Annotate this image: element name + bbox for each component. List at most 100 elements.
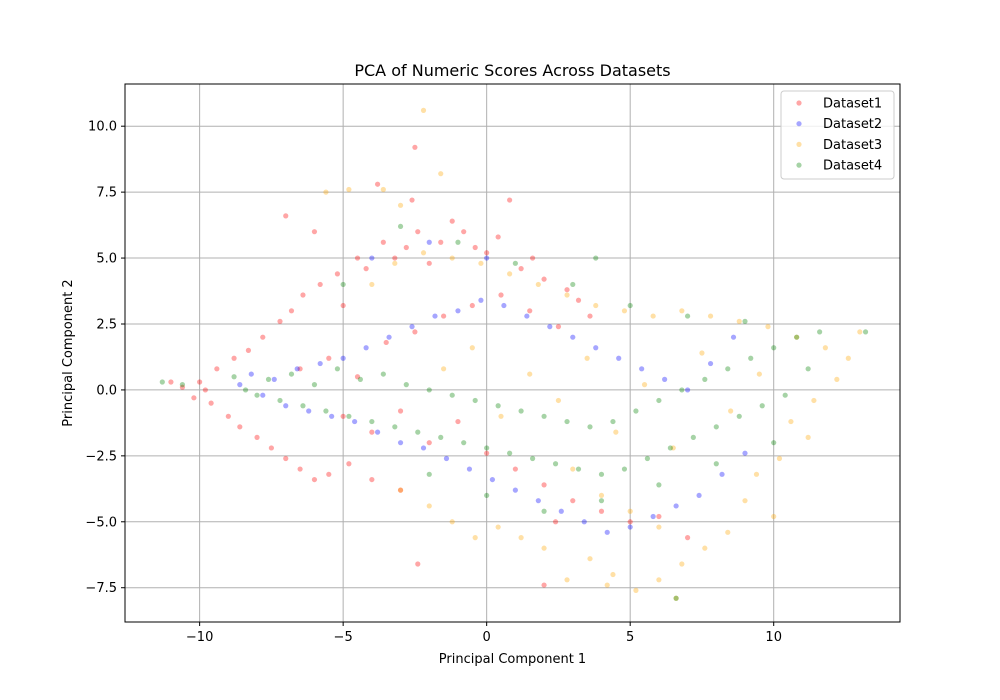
data-point [719, 471, 725, 477]
data-point [329, 413, 335, 419]
data-point [254, 392, 260, 398]
data-point [323, 408, 329, 414]
data-point [357, 376, 363, 382]
data-point [354, 374, 361, 380]
data-point [613, 429, 619, 435]
data-point [587, 313, 593, 319]
data-point [484, 250, 490, 256]
data-point [237, 382, 243, 388]
data-point [420, 107, 427, 113]
data-point [713, 461, 719, 467]
data-point [380, 371, 386, 377]
data-point [673, 503, 679, 509]
data-point [507, 450, 513, 456]
data-point [426, 260, 432, 266]
data-point [610, 418, 616, 425]
data-point [202, 387, 208, 393]
data-point [604, 582, 610, 588]
data-point [426, 440, 432, 446]
data-point [443, 455, 450, 462]
data-point [369, 255, 375, 261]
data-point [340, 302, 346, 309]
data-point [673, 595, 679, 601]
data-point [466, 466, 473, 472]
data-point [300, 403, 306, 409]
data-point [570, 466, 576, 472]
data-point [326, 471, 332, 477]
data-point [374, 429, 381, 435]
data-point [527, 308, 533, 314]
data-point [277, 397, 283, 404]
data-point [397, 440, 404, 446]
y-tick-label: 5.0 [96, 252, 117, 267]
data-point [271, 376, 277, 382]
data-point [326, 355, 332, 361]
data-point [449, 255, 455, 261]
data-point [725, 366, 731, 372]
data-point [294, 366, 300, 372]
data-point [728, 408, 734, 414]
legend-label: Dataset3 [823, 138, 882, 153]
data-point [604, 529, 610, 535]
data-point [469, 345, 475, 351]
data-point [369, 429, 375, 435]
data-point [415, 429, 421, 435]
legend: Dataset1 Dataset2 Dataset3 Dataset4 [780, 90, 895, 180]
data-point [374, 181, 381, 187]
data-point [484, 255, 490, 261]
data-point [541, 413, 547, 419]
data-point [426, 387, 432, 393]
data-point [438, 171, 444, 177]
data-point [420, 250, 427, 256]
data-point [311, 229, 318, 235]
data-point [644, 455, 651, 462]
data-point [369, 281, 375, 288]
data-point [621, 466, 628, 472]
data-point [805, 366, 811, 372]
data-point [633, 408, 639, 414]
data-point [392, 260, 398, 266]
data-point [346, 413, 352, 419]
data-point [610, 571, 616, 578]
data-point [587, 424, 593, 430]
data-point [527, 371, 533, 377]
data-point [409, 197, 415, 203]
data-point [420, 445, 427, 451]
data-point [702, 376, 708, 382]
data-point [570, 498, 576, 504]
data-point [512, 260, 518, 266]
data-point [794, 334, 800, 340]
data-point [208, 400, 214, 406]
data-point [277, 318, 283, 324]
data-point [441, 313, 447, 319]
data-point [498, 292, 504, 298]
x-tick-label: −5 [334, 630, 353, 645]
data-point [426, 503, 432, 509]
data-point [598, 492, 605, 499]
data-point [650, 513, 656, 520]
data-point [159, 379, 165, 385]
data-point [386, 334, 392, 340]
data-point [552, 461, 559, 467]
data-point [268, 445, 274, 451]
data-point [512, 487, 518, 493]
data-point [283, 455, 289, 462]
data-point [862, 329, 869, 335]
data-point [541, 545, 547, 551]
data-point [581, 519, 587, 525]
legend-marker [796, 100, 802, 106]
data-point [260, 392, 266, 398]
data-point [297, 466, 303, 472]
x-tick-label: −10 [186, 630, 213, 645]
data-point [771, 513, 777, 520]
data-point [248, 371, 254, 377]
data-point [656, 513, 662, 520]
data-point [518, 535, 524, 541]
legend-label: Dataset2 [823, 117, 882, 132]
data-point [555, 324, 562, 330]
data-point [541, 482, 547, 488]
data-point [369, 476, 375, 483]
data-point [684, 387, 691, 393]
data-point [742, 498, 748, 504]
